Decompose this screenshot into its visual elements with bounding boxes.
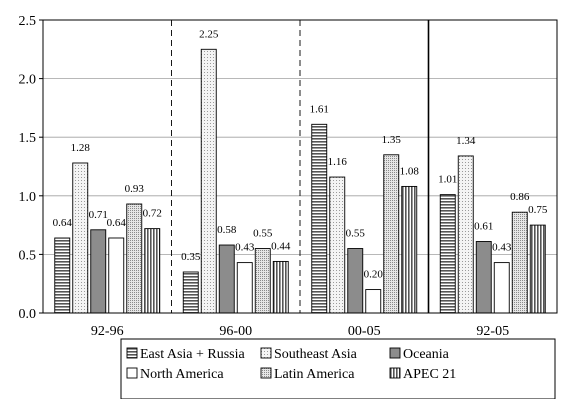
- legend-label: Latin America: [274, 367, 355, 382]
- data-label: 0.58: [217, 224, 237, 236]
- data-label: 0.75: [528, 204, 548, 216]
- legend-swatch: [389, 347, 401, 359]
- bar: [457, 155, 474, 314]
- data-label: 0.86: [510, 191, 530, 203]
- data-label: 0.64: [53, 217, 73, 229]
- x-category-label: 00-05: [348, 324, 381, 339]
- legend-swatch: [126, 367, 138, 379]
- data-label: 0.55: [346, 228, 366, 240]
- data-label: 0.71: [89, 209, 108, 221]
- bar: [254, 248, 271, 314]
- legend-label: Southeast Asia: [274, 347, 358, 362]
- data-label: 0.35: [181, 251, 201, 263]
- data-labels: 0.641.280.710.640.930.720.352.250.580.43…: [53, 28, 548, 280]
- bar: [329, 176, 346, 314]
- legend-box: [120, 338, 556, 399]
- legend-swatch: [260, 347, 272, 359]
- legend-swatch: [126, 347, 138, 359]
- x-category-label: 96-00: [219, 324, 252, 339]
- bar: [272, 260, 289, 314]
- y-tick-label: 1.0: [19, 190, 37, 205]
- bar: [72, 162, 89, 314]
- bar: [144, 228, 161, 314]
- bar: [475, 241, 492, 314]
- bar: [311, 123, 328, 314]
- legend-label: North America: [140, 367, 224, 382]
- bar: [347, 248, 364, 314]
- plot-frame: [42, 19, 558, 314]
- data-label: 1.16: [328, 156, 348, 168]
- bar: [90, 229, 107, 314]
- bar: [493, 262, 510, 314]
- bar: [182, 271, 199, 314]
- data-label: 1.35: [382, 134, 402, 146]
- data-label: 1.34: [456, 135, 476, 147]
- bar: [529, 224, 546, 314]
- bar: [365, 289, 382, 314]
- legend: East Asia + Russia Southeast Asia Oceania N…: [120, 338, 556, 399]
- data-label: 1.61: [310, 103, 329, 115]
- legend-label: APEC 21: [403, 367, 456, 382]
- bar: [511, 211, 528, 314]
- bar: [218, 244, 235, 314]
- legend-label: East Asia + Russia: [140, 347, 246, 362]
- bar: [439, 194, 456, 314]
- bar: [401, 185, 418, 314]
- bar: [108, 237, 125, 314]
- data-label: 0.93: [125, 183, 145, 195]
- data-label: 0.44: [271, 240, 291, 252]
- legend-label: Oceania: [403, 347, 450, 362]
- data-label: 1.08: [400, 165, 420, 177]
- legend-swatch: [260, 367, 272, 379]
- bar: [126, 203, 143, 314]
- period-separators: [171, 20, 430, 313]
- bar: [200, 48, 217, 314]
- y-tick-label: 2.5: [19, 14, 37, 29]
- data-label: 0.72: [143, 208, 162, 220]
- bar: [54, 237, 71, 314]
- y-tick-label: 1.5: [19, 131, 37, 146]
- data-label: 0.55: [253, 228, 273, 240]
- data-label: 1.01: [438, 174, 457, 186]
- data-label: 0.43: [235, 242, 255, 254]
- bar: [236, 262, 253, 314]
- data-label: 0.64: [107, 217, 127, 229]
- x-category-label: 92-96: [91, 324, 124, 339]
- y-tick-label: 0.0: [19, 307, 37, 322]
- data-label: 0.20: [364, 269, 384, 281]
- legend-swatch: [389, 367, 401, 379]
- data-label: 0.43: [492, 242, 512, 254]
- data-label: 1.28: [71, 142, 91, 154]
- bar: [383, 154, 400, 314]
- data-label: 0.61: [474, 221, 493, 233]
- y-tick-label: 0.5: [19, 248, 37, 263]
- data-label: 2.25: [199, 28, 219, 40]
- x-category-label: 92-05: [476, 324, 509, 339]
- axes: 0.0 0.5 1.0 1.5 2.0 2.5 92-96 96-00 00-05 92-05: [19, 14, 558, 339]
- y-tick-label: 2.0: [19, 73, 37, 88]
